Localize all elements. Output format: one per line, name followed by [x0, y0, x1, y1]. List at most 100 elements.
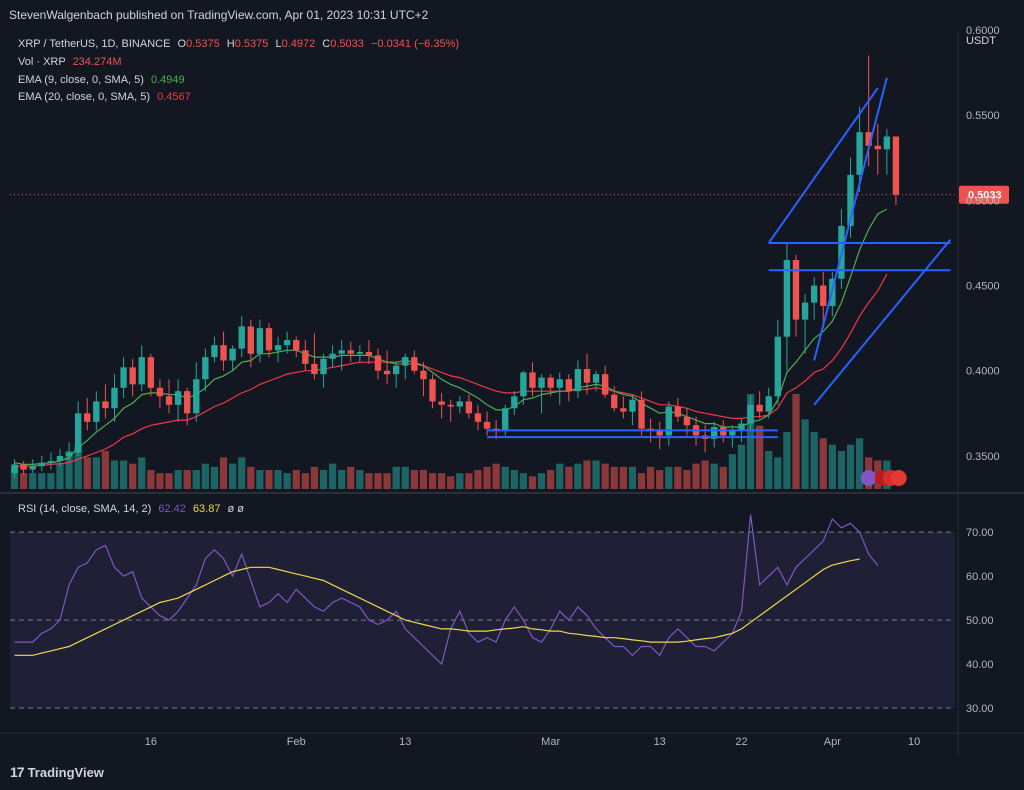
volume-bar: [410, 470, 418, 489]
volume-bar: [565, 466, 573, 489]
candle-body: [329, 353, 336, 359]
volume-bar: [238, 457, 246, 489]
volume-bar: [492, 463, 500, 489]
candle-body: [865, 132, 872, 146]
legend-close-label: C: [322, 38, 331, 50]
rsi-tick-label: 50.00: [966, 615, 994, 627]
volume-bar: [101, 451, 110, 489]
volume-bar: [701, 460, 709, 489]
candle-body: [529, 372, 536, 388]
volume-bar: [719, 466, 727, 489]
legend-open-value: 0.5375: [186, 38, 220, 50]
volume-bar: [374, 473, 382, 489]
price-tick-label: 0.4000: [966, 366, 1000, 378]
volume-bar: [574, 463, 582, 489]
volume-bar: [483, 466, 491, 489]
candle-body: [511, 396, 518, 409]
currency-label: USDT: [966, 35, 996, 47]
volume-bar: [756, 425, 764, 489]
candle-body: [420, 370, 427, 380]
volume-bar: [129, 463, 137, 489]
candle-body: [665, 406, 672, 436]
volume-bar: [110, 460, 119, 489]
legend-volume-value: 234.274M: [72, 56, 122, 68]
candle-body: [456, 401, 463, 407]
candle-body: [383, 370, 391, 375]
volume-bar: [774, 457, 782, 489]
volume-bar: [292, 470, 300, 489]
volume-bar: [528, 476, 537, 489]
volume-bar: [201, 463, 209, 489]
volume-bar: [674, 466, 682, 489]
candle-body: [238, 326, 245, 349]
candle-body: [84, 413, 91, 422]
volume-bar: [456, 473, 464, 489]
volume-bar: [746, 394, 755, 489]
volume-bar: [183, 470, 191, 489]
volume-bar: [737, 444, 746, 489]
volume-bar: [392, 466, 400, 489]
volume-bar: [328, 463, 337, 489]
rsi-tick-label: 30.00: [966, 703, 994, 715]
price-tick-label: 0.5000: [966, 195, 1000, 207]
candle-body: [656, 430, 663, 436]
candle-body: [711, 426, 718, 439]
volume-bar: [47, 473, 55, 489]
candle-body: [302, 350, 309, 364]
volume-bar: [519, 473, 528, 489]
volume-bar: [810, 432, 818, 489]
volume-bar: [819, 438, 827, 489]
volume-bar: [783, 432, 791, 489]
volume-bar: [319, 470, 328, 489]
volume-bar: [401, 466, 409, 489]
candle-body: [11, 464, 18, 473]
time-tick-label: Feb: [287, 736, 306, 748]
price-tick-label: 0.4500: [966, 281, 1000, 293]
candle-body: [638, 399, 645, 429]
time-tick-label: 13: [654, 736, 666, 748]
volume-bar: [547, 470, 555, 489]
candle-body: [847, 174, 854, 226]
volume-bar: [156, 473, 164, 489]
candle-body: [629, 399, 636, 412]
volume-bar: [219, 457, 228, 489]
legend-ema20-label: EMA (20, close, 0, SMA, 5): [18, 91, 151, 103]
candle-body: [193, 379, 200, 414]
candle-body: [438, 401, 445, 405]
trendline: [813, 238, 952, 406]
candle-body: [229, 348, 236, 361]
candle-body: [620, 408, 627, 412]
volume-bar: [619, 466, 627, 489]
volume-bar: [383, 473, 391, 489]
publish-header: StevenWalgenbach published on TradingVie…: [0, 0, 1024, 30]
volume-bar: [419, 470, 428, 489]
volume-bar: [710, 463, 718, 489]
volume-bar: [474, 470, 482, 489]
candle-body: [338, 350, 345, 354]
price-tick-label: 0.3500: [966, 451, 1000, 463]
candle-body: [783, 260, 791, 337]
candle-body: [774, 336, 781, 397]
volume-bar: [465, 473, 473, 489]
volume-bar: [74, 444, 82, 489]
candle-body: [220, 345, 227, 361]
legend-symbol: XRP / TetherUS, 1D, BINANCE: [18, 38, 171, 50]
candle-body: [120, 367, 127, 388]
legend-low-value: 0.4972: [281, 38, 316, 50]
volume-bar: [510, 470, 518, 489]
volume-bar: [356, 470, 364, 489]
volume-bar: [428, 473, 437, 489]
candle-body: [402, 357, 409, 366]
volume-bar: [728, 454, 737, 489]
legend-change: −0.0341 (−6.35%): [370, 38, 460, 50]
volume-bar: [537, 473, 546, 489]
volume-bar: [83, 457, 91, 489]
time-tick-label: 16: [145, 736, 157, 748]
candle-body: [538, 377, 545, 388]
volume-bar: [855, 438, 864, 489]
volume-bar: [338, 470, 346, 489]
volume-bar: [646, 466, 655, 489]
tradingview-brand[interactable]: 17 TradingView: [10, 764, 104, 780]
candle-body: [810, 285, 818, 303]
